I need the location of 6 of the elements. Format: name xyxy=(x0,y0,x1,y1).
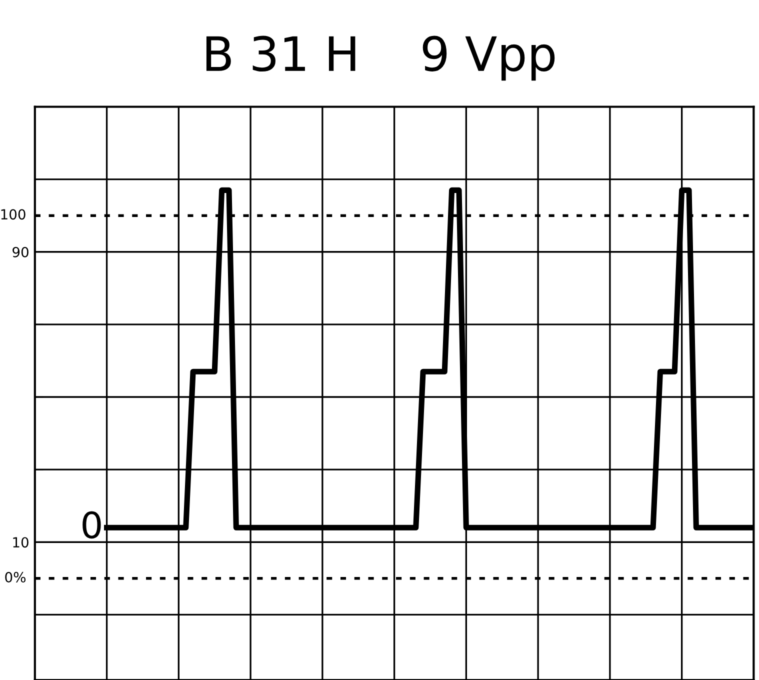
chart-title: B 31 H 9 Vpp xyxy=(206,36,555,81)
ref-line-label: 100 xyxy=(1,209,26,220)
y-tick-label: 90 xyxy=(12,246,28,258)
text: 0 xyxy=(82,511,101,539)
ref-line-label: 0% xyxy=(5,572,26,582)
y-tick-label: 10 xyxy=(13,537,28,548)
